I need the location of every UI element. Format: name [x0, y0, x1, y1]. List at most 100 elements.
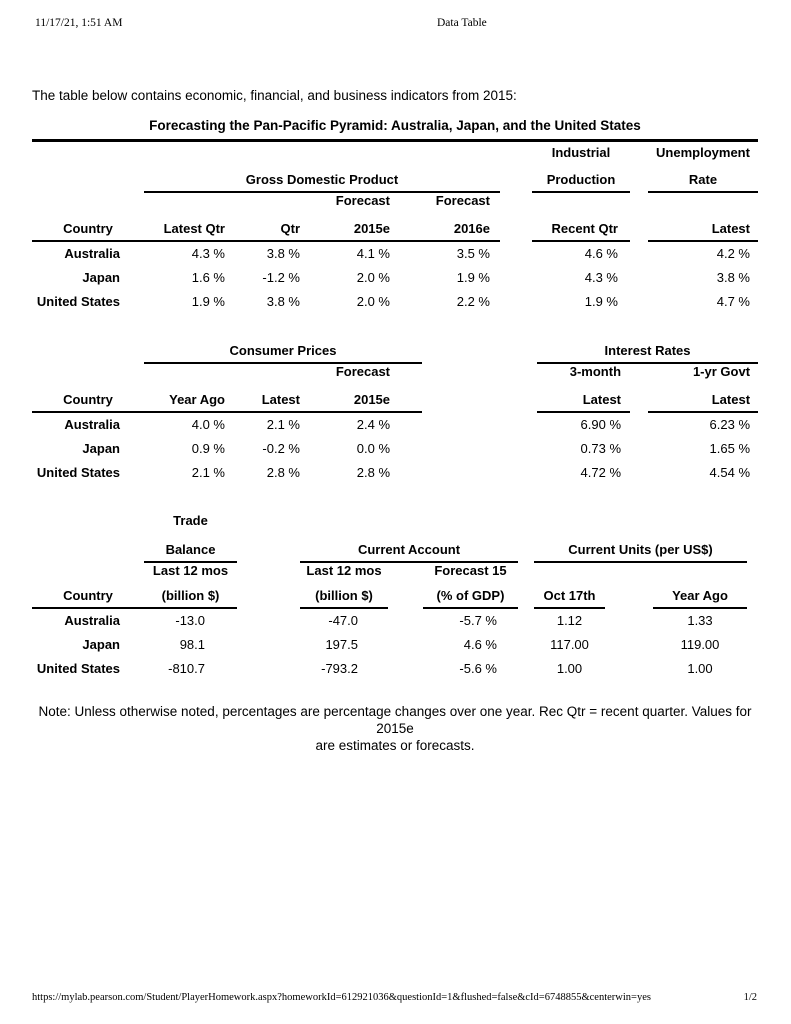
- country-label: United States: [36, 294, 120, 309]
- column-header: 1-yr Govt: [692, 364, 751, 379]
- country-label: Japan: [82, 270, 120, 285]
- sub-header-row: Forecast Forecast: [32, 192, 758, 212]
- country-label: Australia: [64, 246, 120, 261]
- spacer-cell: [605, 608, 653, 632]
- group-header: Current Units (per US$): [534, 532, 747, 563]
- spacer-cell: [500, 212, 532, 241]
- column-header: Latest: [648, 212, 758, 242]
- table-cell: 2.0 %: [356, 294, 390, 309]
- table-cell: 3.8 %: [266, 294, 300, 309]
- table-cell: -5.6 %: [459, 661, 497, 676]
- column-header: 2015e: [305, 212, 400, 242]
- table-cell: 1.12: [556, 613, 583, 628]
- spacer-cell: [630, 363, 648, 383]
- spacer-cell: [422, 436, 537, 460]
- column-header: Year Ago: [653, 582, 747, 609]
- table-row: United States -810.7 -793.2 -5.6 % 1.00 …: [32, 656, 747, 680]
- table-cell: 1.65 %: [709, 441, 751, 456]
- column-header: Oct 17th: [534, 582, 605, 609]
- column-header: Latest: [537, 383, 631, 413]
- gdp-table: Industrial Unemployment Gross Domestic P…: [32, 142, 758, 313]
- spacer-cell: [605, 656, 653, 680]
- column-header: Forecast 15: [434, 563, 507, 578]
- spacer-cell: [518, 632, 534, 656]
- table-cell: 3.5 %: [456, 246, 490, 261]
- spacer-cell: [422, 325, 537, 363]
- column-header: Forecast: [335, 364, 391, 379]
- table-row: Japan 98.1 197.5 4.6 % 117.00 119.00: [32, 632, 747, 656]
- table-cell: -793.2: [321, 661, 358, 676]
- column-header: (billion $): [300, 582, 388, 609]
- group-header: Interest Rates: [537, 325, 759, 364]
- spacer-cell: [605, 582, 653, 608]
- group-header: Unemployment: [656, 145, 750, 160]
- table-cell: -810.7: [168, 661, 205, 676]
- table-title: Forecasting the Pan-Pacific Pyramid: Aus…: [32, 116, 758, 142]
- note-line-1: Note: Unless otherwise noted, percentage…: [38, 704, 752, 736]
- spacer-cell: [32, 164, 144, 192]
- column-header: Latest: [648, 383, 759, 413]
- table-row: Australia 4.0 % 2.1 % 2.4 % 6.90 % 6.23 …: [32, 412, 758, 436]
- table-cell: 4.3 %: [584, 270, 618, 285]
- spacer-cell: [630, 383, 648, 412]
- spacer-cell: [388, 656, 423, 680]
- table-cell: 2.4 %: [356, 417, 391, 432]
- group-header: Current Account: [300, 532, 518, 563]
- sub-header-row: Forecast 3-month 1-yr Govt: [32, 363, 758, 383]
- group-header-row: Consumer Prices Interest Rates: [32, 325, 759, 364]
- spacer-cell: [237, 532, 300, 562]
- group-header: Production: [532, 164, 630, 193]
- spacer-cell: [500, 241, 532, 265]
- column-header: (billion $): [144, 582, 237, 609]
- spacer-cell: [237, 656, 300, 680]
- spacer-cell: [500, 192, 758, 212]
- table-row: Japan 0.9 % -0.2 % 0.0 % 0.73 % 1.65 %: [32, 436, 758, 460]
- table-row: Japan 1.6 % -1.2 % 2.0 % 1.9 % 4.3 % 3.8…: [32, 265, 758, 289]
- column-header-row: Country Latest Qtr Qtr 2015e 2016e Recen…: [32, 212, 758, 242]
- column-header: Country: [32, 383, 144, 413]
- table-cell: 4.6 %: [584, 246, 618, 261]
- table-cell: 1.00: [687, 661, 713, 676]
- spacer-cell: [32, 363, 305, 383]
- spacer-cell: [630, 212, 648, 241]
- spacer-cell: [388, 632, 423, 656]
- print-datetime: 11/17/21, 1:51 AM: [35, 17, 123, 29]
- column-header: Recent Qtr: [532, 212, 630, 242]
- table-row: United States 2.1 % 2.8 % 2.8 % 4.72 % 4…: [32, 460, 758, 484]
- spacer-cell: [32, 142, 532, 164]
- trade-table: Trade Balance Current Account Current Un…: [32, 494, 747, 680]
- table-cell: 1.00: [556, 661, 583, 676]
- spacer-cell: [630, 436, 648, 460]
- spacer-cell: [388, 608, 423, 632]
- table-cell: 2.1 %: [191, 465, 225, 480]
- spacer-cell: [237, 494, 747, 532]
- table-cell: 4.7 %: [716, 294, 750, 309]
- table-cell: 1.9 %: [456, 270, 490, 285]
- table-cell: 117.00: [550, 637, 589, 652]
- column-header: Year Ago: [144, 383, 232, 413]
- table-cell: 3.8 %: [266, 246, 300, 261]
- spacer-cell: [518, 656, 534, 680]
- group-header: Gross Domestic Product: [144, 164, 500, 193]
- spacer-cell: [500, 265, 532, 289]
- country-label: Australia: [64, 613, 120, 628]
- column-header: (% of GDP): [423, 582, 518, 609]
- table-cell: 1.9 %: [191, 294, 225, 309]
- table-cell: 6.90 %: [580, 417, 622, 432]
- spacer-cell: [422, 460, 537, 484]
- group-header: Consumer Prices: [144, 325, 423, 364]
- table-cell: 98.1: [179, 637, 205, 652]
- table-cell: 1.33: [687, 613, 713, 628]
- spacer-cell: [237, 582, 300, 608]
- country-label: Japan: [82, 441, 120, 456]
- column-header: Forecast: [335, 193, 390, 208]
- column-header: Qtr: [232, 212, 305, 242]
- spacer-cell: [518, 532, 534, 562]
- spacer-cell: [630, 460, 648, 484]
- table-cell: 3.8 %: [716, 270, 750, 285]
- spacer-cell: [32, 562, 144, 582]
- spacer-cell: [605, 632, 653, 656]
- spacer-cell: [32, 192, 305, 212]
- spacer-cell: [237, 608, 300, 632]
- footer-url: https://mylab.pearson.com/Student/Player…: [32, 992, 651, 1003]
